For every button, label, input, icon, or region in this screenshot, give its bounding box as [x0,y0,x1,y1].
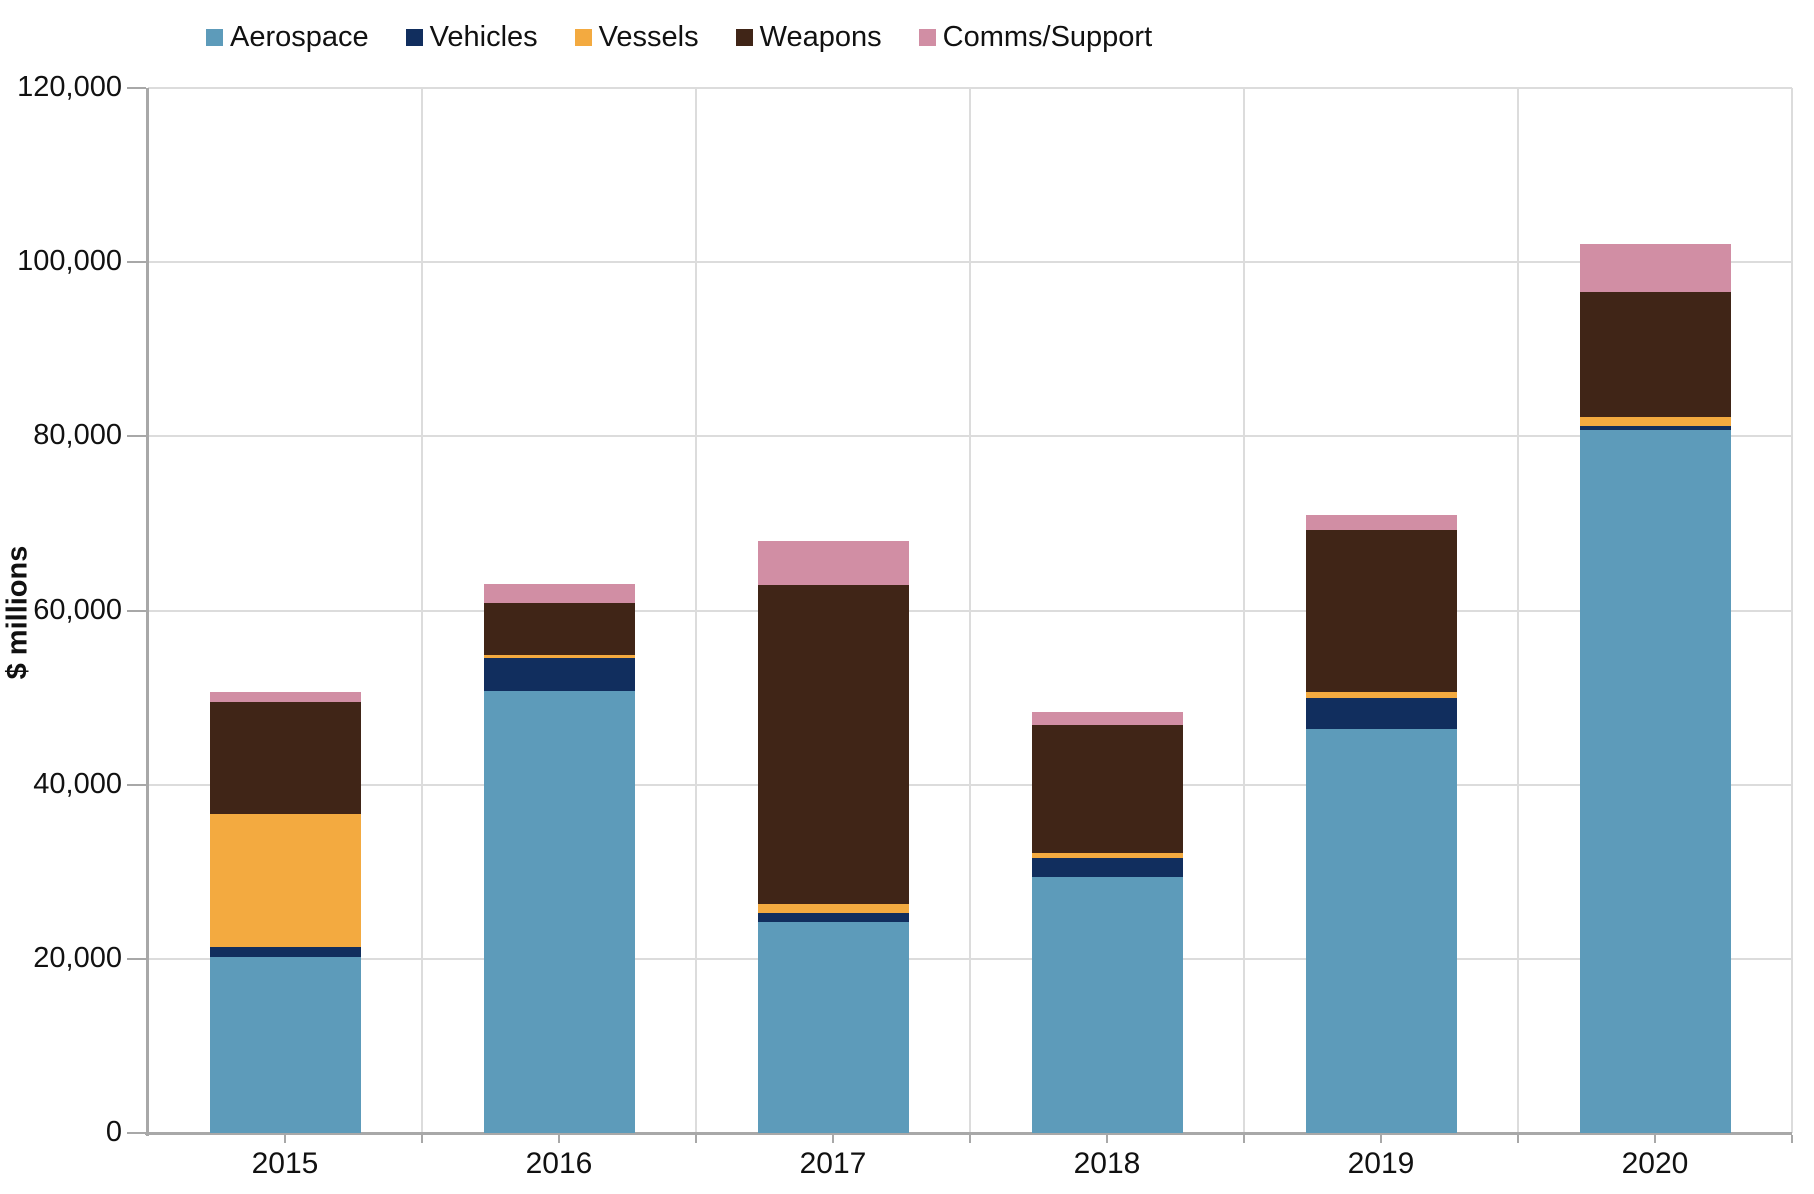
bar-segment-2015-vessels [209,814,361,947]
bar-segment-2016-comms-support [483,583,635,603]
gridline-v [695,88,697,1133]
y-tick-label: 100,000 [17,245,122,278]
y-tick-mark [127,261,146,264]
x-tick-mark [832,1135,834,1143]
bar-segment-2017-weapons [757,585,909,904]
bar-segment-2017-vehicles [757,912,909,923]
legend-label: Weapons [759,21,882,53]
x-tick-mark [1380,1135,1382,1143]
y-tick-mark [127,609,146,612]
bar-segment-2020-vehicles [1579,425,1731,431]
x-boundary-tick-mark [969,1135,971,1143]
gridline-v [1791,88,1793,1133]
bar-2020 [1579,88,1731,1133]
x-tick-label: 2019 [1347,1147,1415,1180]
legend-item-aerospace: Aerospace [206,20,369,54]
bar-segment-2017-vessels [757,903,909,913]
legend-label: Comms/Support [942,21,1153,53]
bar-segment-2018-comms-support [1031,712,1183,726]
x-tick-label: 2017 [799,1147,867,1180]
y-tick-mark [127,957,146,960]
bar-segment-2016-weapons [483,602,635,655]
legend-swatch-icon [206,28,223,46]
x-tick-mark [1106,1135,1108,1143]
y-tick-label: 0 [105,1116,122,1148]
bar-segment-2020-vessels [1579,417,1731,426]
bar-segment-2015-comms-support [209,692,361,702]
bar-2019 [1305,88,1457,1133]
bar-segment-2019-vessels [1305,692,1457,698]
bar-2018 [1031,88,1183,1133]
bar-segment-2017-aerospace [757,922,909,1133]
legend-swatch-icon [574,28,592,46]
x-tick-label: 2016 [525,1147,593,1180]
x-tick-label: 2018 [1073,1147,1141,1180]
bar-segment-2015-weapons [209,701,361,815]
bar-2016 [483,88,635,1133]
y-tick-mark [127,783,146,786]
bar-segment-2016-vessels [483,654,635,659]
x-boundary-tick-mark [1791,1135,1793,1143]
gridline-v [1517,88,1519,1133]
bar-segment-2015-aerospace [209,957,361,1133]
y-tick-mark [127,87,146,89]
y-tick-label: 80,000 [33,419,122,452]
legend-label: Vehicles [429,21,538,53]
legend-item-weapons: Weapons [735,20,882,54]
y-tick-label: 60,000 [33,593,122,626]
x-tick-mark [558,1135,560,1143]
bar-segment-2020-weapons [1579,291,1731,418]
bar-segment-2019-comms-support [1305,514,1457,530]
bar-segment-2019-vehicles [1305,697,1457,729]
chart-legend: Aerospace Vehicles Vessels Weapons Comms/Sup… [206,20,1152,54]
x-tick-label: 2020 [1621,1147,1689,1180]
plot-area [127,87,1793,1143]
bar-segment-2020-comms-support [1579,243,1731,292]
y-tick-label: 20,000 [33,941,122,974]
legend-item-vehicles: Vehicles [405,20,538,54]
x-boundary-tick-mark [421,1135,423,1143]
bar-segment-2016-aerospace [483,690,635,1133]
bar-segment-2018-vehicles [1031,857,1183,877]
bar-2015 [209,88,361,1133]
x-boundary-tick-mark [695,1135,697,1143]
bar-segment-2018-weapons [1031,725,1183,853]
bar-segment-2020-aerospace [1579,430,1731,1133]
legend-label: Vessels [598,21,699,53]
gridline-v [969,88,971,1133]
x-boundary-tick-mark [1243,1135,1245,1143]
x-tick-mark [1654,1135,1656,1143]
legend-swatch-icon [918,28,936,46]
x-tick-mark [284,1135,286,1143]
y-tick-label: 120,000 [17,71,122,103]
bar-segment-2019-aerospace [1305,728,1457,1133]
legend-label: Aerospace [230,21,369,53]
legend-item-comms-support: Comms/Support [918,20,1153,54]
y-tick-mark [127,435,146,438]
legend-swatch-icon [405,28,423,46]
y-tick-label: 40,000 [33,767,122,800]
x-boundary-tick-mark [1517,1135,1519,1143]
gridline-v [421,88,423,1133]
bar-segment-2018-vessels [1031,852,1183,858]
bar-segment-2015-vehicles [209,946,361,958]
legend-item-vessels: Vessels [574,20,699,54]
bar-segment-2018-aerospace [1031,876,1183,1133]
x-axis-line [145,1132,1792,1135]
gridline-v [1243,88,1245,1133]
legend-swatch-icon [735,28,753,46]
x-tick-label: 2015 [251,1147,319,1180]
bar-segment-2016-vehicles [483,658,635,691]
y-tick-mark [127,1132,146,1134]
bar-segment-2017-comms-support [757,540,909,586]
y-axis-line [146,88,149,1136]
bar-2017 [757,88,909,1133]
bar-segment-2019-weapons [1305,529,1457,693]
